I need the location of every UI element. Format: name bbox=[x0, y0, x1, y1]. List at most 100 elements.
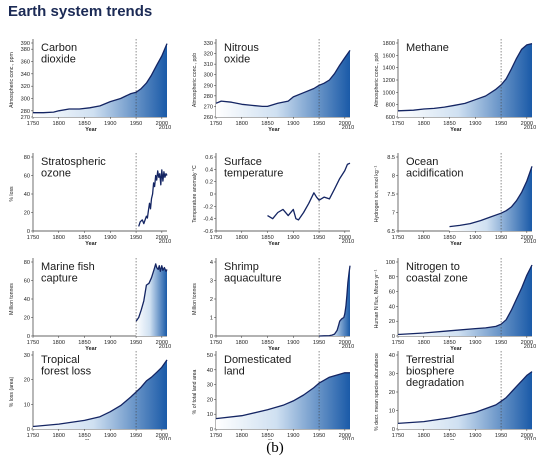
x-tick-label: 1800 bbox=[53, 340, 65, 346]
x-tick-label: 2000 bbox=[521, 235, 533, 241]
y-tick-label: 390 bbox=[21, 41, 30, 47]
x-tick-label: 1800 bbox=[418, 235, 430, 241]
chart-title-line: Methane bbox=[406, 42, 449, 54]
y-axis-label: % loss bbox=[9, 186, 15, 202]
y-tick-label: 0 bbox=[27, 334, 30, 340]
x-axis-label: Year bbox=[268, 127, 280, 133]
y-tick-label: 80 bbox=[389, 275, 395, 281]
x-tick-label: 1950 bbox=[495, 433, 507, 439]
x-tick-label: 2010 bbox=[159, 344, 171, 350]
y-axis-label: % of total land area bbox=[192, 370, 198, 415]
x-tick-label: 1950 bbox=[313, 121, 325, 127]
y-tick-label: 280 bbox=[21, 109, 30, 115]
x-axis-label: Year bbox=[268, 346, 280, 352]
y-tick-label: 20 bbox=[24, 211, 30, 217]
chart-title-line: acidification bbox=[406, 168, 463, 180]
x-tick-label: 1800 bbox=[418, 433, 430, 439]
x-tick-label: 1750 bbox=[27, 340, 39, 346]
x-tick-label: 1850 bbox=[78, 340, 90, 346]
y-tick-label: 320 bbox=[204, 52, 213, 58]
x-tick-label: 1750 bbox=[392, 235, 404, 241]
x-tick-label: 1900 bbox=[104, 121, 116, 127]
x-tick-label: 1850 bbox=[261, 235, 273, 241]
x-tick-label: 2000 bbox=[521, 433, 533, 439]
x-axis-label: Year bbox=[268, 241, 280, 247]
y-tick-label: 30 bbox=[207, 383, 213, 389]
x-axis-label: Year bbox=[450, 346, 462, 352]
y-tick-label: 300 bbox=[204, 73, 213, 79]
area-fill bbox=[216, 372, 350, 429]
series-line bbox=[138, 169, 168, 227]
chart-panel-5: -0.6 -0.4 -0.2 0 0.2 0.4 0.6 1750 1800 1850 1900 19… bbox=[192, 153, 354, 247]
area-fill bbox=[33, 359, 167, 429]
x-tick-label: 1800 bbox=[236, 340, 248, 346]
y-tick-label: 4 bbox=[210, 260, 213, 266]
x-tick-label: 1900 bbox=[104, 235, 116, 241]
y-tick-label: 60 bbox=[24, 174, 30, 180]
x-tick-label: 1950 bbox=[130, 235, 142, 241]
x-axis-label: Year bbox=[450, 241, 462, 247]
series-line bbox=[32, 359, 168, 428]
series-line bbox=[215, 50, 351, 108]
x-tick-label: 1950 bbox=[313, 235, 325, 241]
x-tick-label: 2010 bbox=[524, 437, 536, 440]
y-tick-label: 0 bbox=[210, 427, 213, 433]
y-tick-label: 800 bbox=[386, 103, 395, 109]
chart-title-line: dioxide bbox=[41, 54, 76, 66]
figure-title: Earth system trends bbox=[8, 3, 153, 20]
y-tick-label: 1800 bbox=[383, 41, 395, 47]
y-tick-label: 1200 bbox=[383, 78, 395, 84]
y-axis-label: Temperature anomaly °C bbox=[192, 165, 198, 223]
chart-title-line: Nitrogen to bbox=[406, 261, 460, 273]
x-tick-label: 2010 bbox=[524, 344, 536, 350]
y-tick-label: 2 bbox=[210, 297, 213, 303]
y-tick-label: 0.6 bbox=[205, 155, 213, 161]
x-tick-label: 1900 bbox=[287, 340, 299, 346]
area-fill bbox=[33, 43, 167, 117]
x-tick-label: 2000 bbox=[156, 235, 168, 241]
x-tick-label: 1950 bbox=[495, 121, 507, 127]
x-tick-label: 1900 bbox=[104, 433, 116, 439]
x-tick-label: 2010 bbox=[524, 239, 536, 245]
x-axis-label: Year bbox=[450, 439, 462, 440]
y-tick-label: 290 bbox=[204, 83, 213, 89]
y-tick-label: 10 bbox=[24, 402, 30, 408]
x-tick-label: 1900 bbox=[287, 121, 299, 127]
x-tick-label: 2000 bbox=[339, 121, 351, 127]
x-tick-label: 1800 bbox=[53, 121, 65, 127]
x-tick-label: 1850 bbox=[443, 433, 455, 439]
x-tick-label: 1950 bbox=[495, 340, 507, 346]
x-tick-label: 1950 bbox=[313, 340, 325, 346]
series-line bbox=[397, 371, 533, 425]
y-axis-label: Atmospheric conc., ppb bbox=[192, 53, 198, 107]
x-tick-label: 1900 bbox=[287, 433, 299, 439]
chart-title-line: Surface bbox=[224, 156, 262, 168]
series-line bbox=[449, 166, 533, 228]
x-tick-label: 1750 bbox=[210, 121, 222, 127]
y-tick-label: 8.5 bbox=[387, 155, 395, 161]
x-tick-label: 1900 bbox=[469, 235, 481, 241]
y-tick-label: 40 bbox=[207, 368, 213, 374]
x-tick-label: 1800 bbox=[236, 235, 248, 241]
y-tick-label: 20 bbox=[207, 397, 213, 403]
x-tick-label: 2010 bbox=[342, 344, 354, 350]
x-tick-label: 1750 bbox=[210, 340, 222, 346]
chart-title-line: Ocean bbox=[406, 156, 438, 168]
y-tick-label: 0 bbox=[27, 427, 30, 433]
x-tick-label: 2010 bbox=[159, 239, 171, 245]
y-tick-label: 1400 bbox=[383, 66, 395, 72]
x-tick-label: 1800 bbox=[236, 433, 248, 439]
y-tick-label: 600 bbox=[386, 115, 395, 121]
x-tick-label: 1950 bbox=[313, 433, 325, 439]
y-axis-label: Atmospheric conc., ppm bbox=[9, 52, 15, 108]
x-tick-label: 1850 bbox=[78, 235, 90, 241]
area-fill bbox=[216, 50, 350, 117]
x-tick-label: 2000 bbox=[156, 121, 168, 127]
y-tick-label: 0 bbox=[392, 427, 395, 433]
x-tick-label: 1750 bbox=[27, 235, 39, 241]
